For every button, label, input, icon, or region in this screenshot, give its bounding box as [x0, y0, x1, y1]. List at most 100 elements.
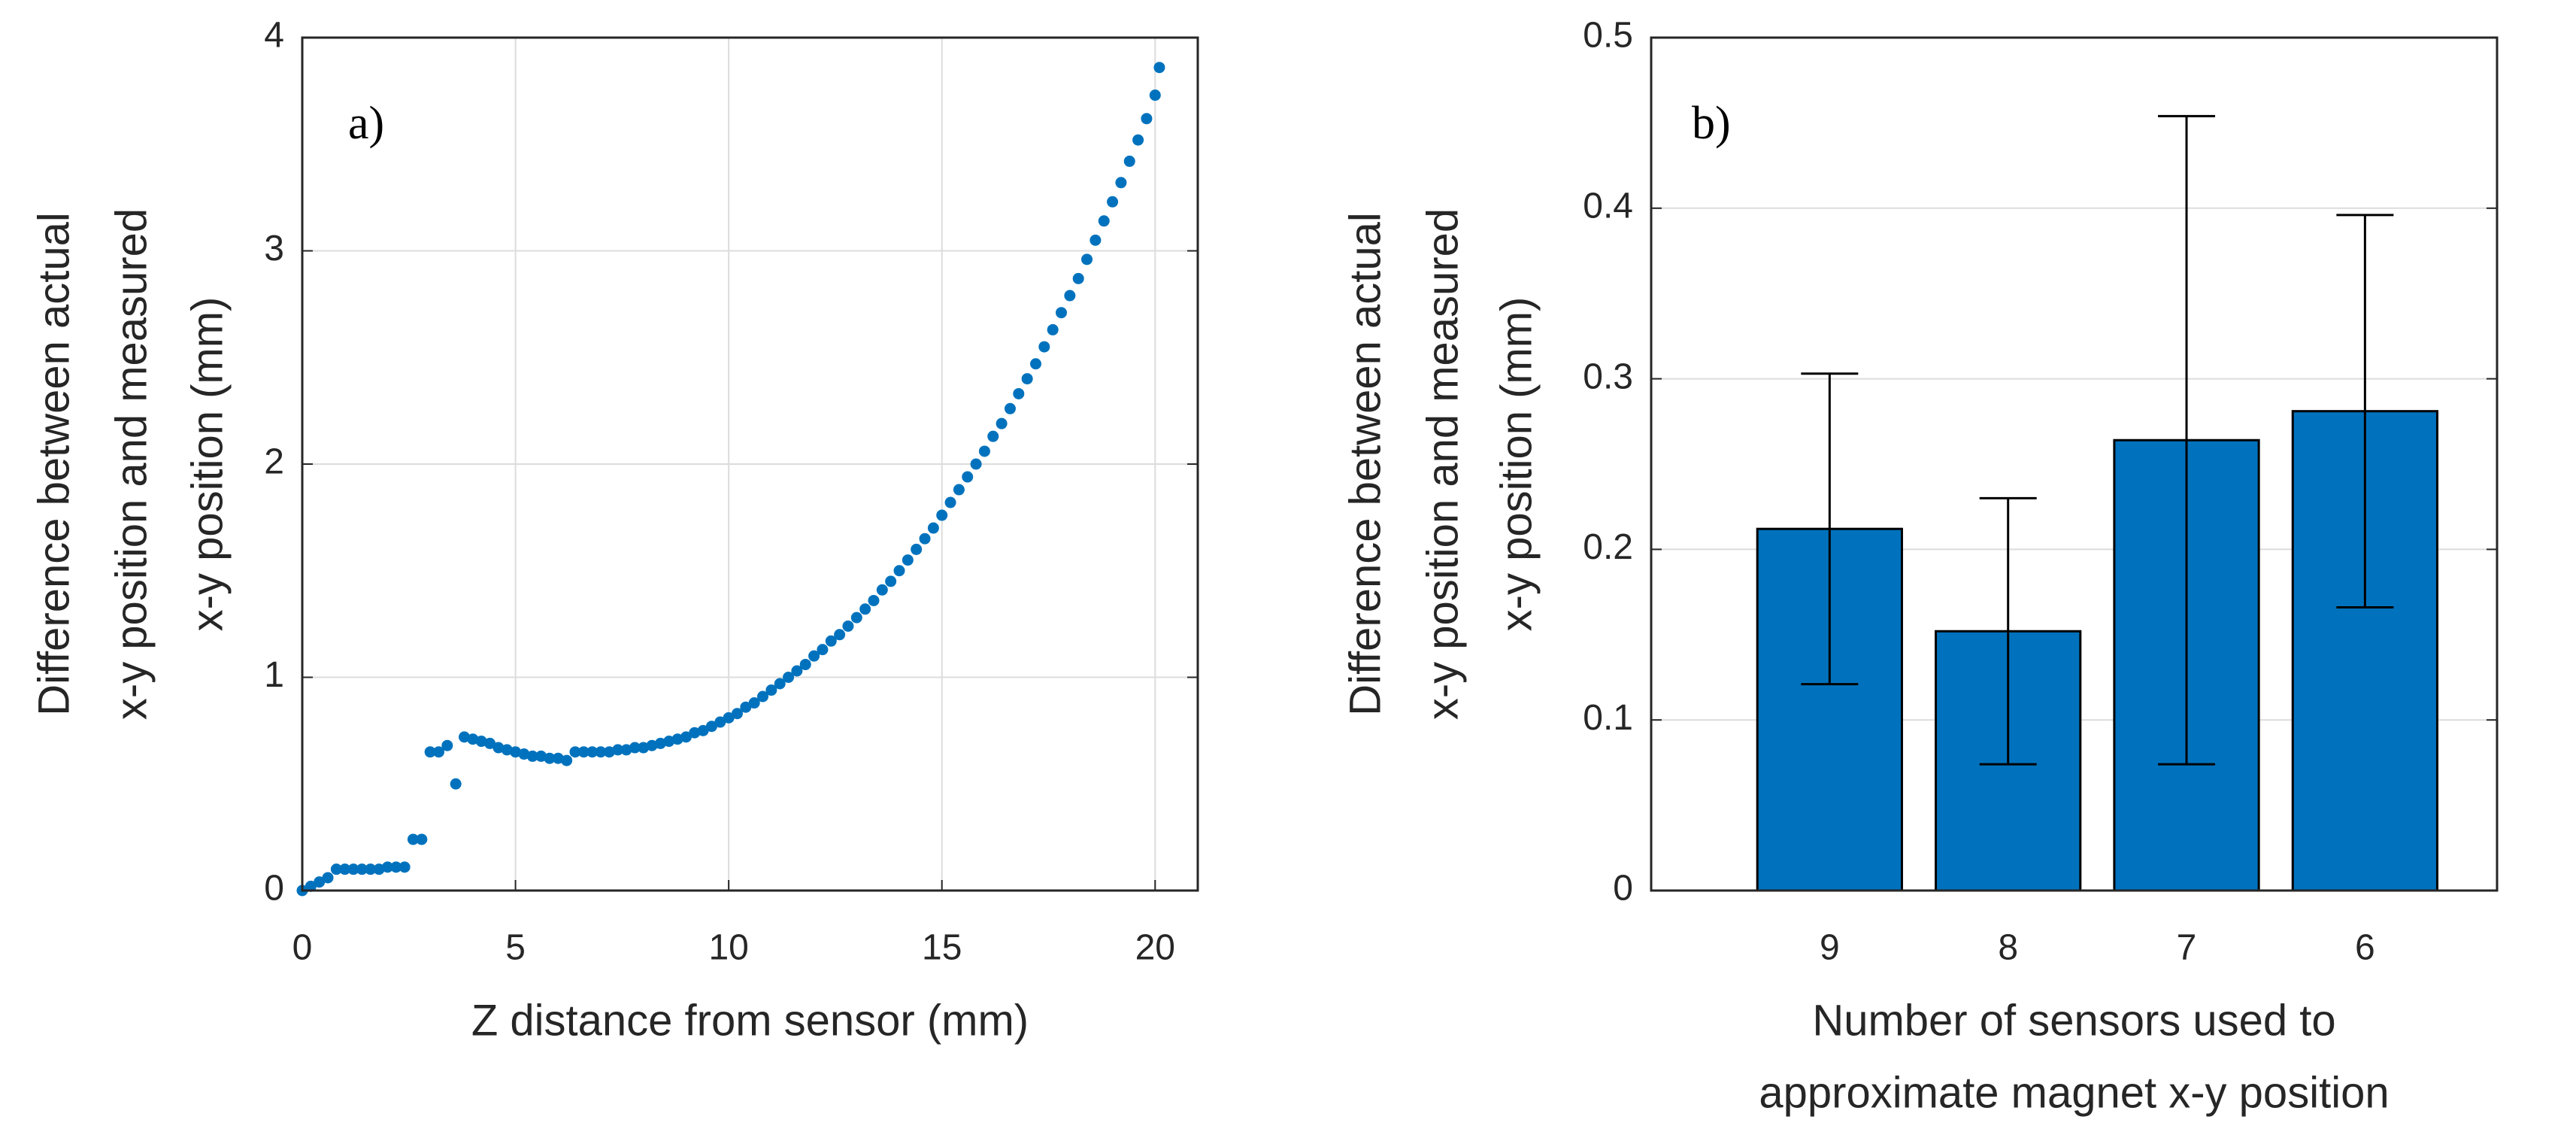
- point: [1132, 134, 1144, 146]
- point: [569, 746, 581, 758]
- point: [399, 861, 411, 873]
- point: [868, 594, 880, 606]
- point: [305, 880, 317, 892]
- point: [962, 471, 974, 483]
- point: [671, 733, 683, 745]
- y-tick-label: 4: [264, 16, 284, 56]
- point: [373, 863, 385, 875]
- point: [407, 833, 419, 845]
- point: [330, 863, 342, 875]
- x-tick-label: 0: [292, 928, 313, 968]
- point: [1056, 307, 1068, 319]
- point: [638, 742, 650, 754]
- point: [765, 684, 777, 696]
- point: [953, 484, 965, 496]
- point: [817, 644, 829, 656]
- y-axis-label: x-y position (mm): [183, 297, 232, 632]
- x-axis-label: approximate magnet x-y position: [1759, 1068, 2389, 1117]
- point: [705, 721, 717, 733]
- point: [783, 672, 795, 683]
- point: [467, 733, 479, 745]
- point: [1013, 387, 1025, 399]
- point: [416, 833, 428, 845]
- point: [970, 458, 982, 470]
- point: [978, 445, 990, 457]
- point: [492, 742, 505, 754]
- y-axis-label: x-y position and measured: [107, 208, 156, 720]
- point: [919, 533, 931, 545]
- point: [586, 746, 599, 758]
- y-axis-label: Difference between actual: [1341, 212, 1390, 716]
- panel-label: b): [1692, 98, 1731, 149]
- point: [595, 746, 607, 758]
- x-tick-label: 5: [505, 928, 526, 968]
- point: [1123, 155, 1135, 167]
- y-axis-label: x-y position and measured: [1418, 208, 1467, 720]
- point: [424, 746, 436, 758]
- point: [757, 690, 769, 703]
- x-axis-label: Z distance from sensor (mm): [471, 996, 1029, 1045]
- point: [825, 635, 837, 647]
- point: [1098, 215, 1110, 227]
- point: [1064, 290, 1076, 302]
- point: [612, 744, 624, 756]
- point: [834, 629, 846, 641]
- y-tick-label: 0: [1613, 869, 1633, 909]
- point: [944, 496, 956, 508]
- point: [450, 778, 462, 790]
- point: [484, 737, 496, 749]
- point: [799, 658, 811, 670]
- point: [646, 739, 658, 751]
- x-axis-label: Number of sensors used to: [1812, 996, 2335, 1045]
- point: [381, 861, 393, 873]
- point: [501, 744, 513, 756]
- point: [774, 678, 786, 690]
- point: [339, 863, 351, 875]
- point: [441, 739, 453, 751]
- point: [1153, 62, 1165, 74]
- x-tick-label: 8: [1998, 928, 2018, 968]
- point: [1081, 253, 1093, 266]
- y-axis-label: Difference between actual: [29, 212, 78, 716]
- point: [459, 731, 471, 743]
- point: [475, 736, 487, 748]
- point: [859, 603, 871, 615]
- point: [885, 575, 897, 587]
- point: [740, 701, 752, 713]
- point: [654, 737, 666, 749]
- point: [723, 712, 735, 724]
- point: [876, 584, 888, 596]
- point: [1115, 177, 1127, 189]
- x-tick-label: 10: [708, 928, 748, 968]
- point: [629, 742, 641, 754]
- point: [314, 876, 326, 888]
- point: [535, 750, 547, 762]
- point: [347, 863, 359, 875]
- point: [808, 650, 820, 662]
- point: [902, 554, 914, 566]
- point: [996, 417, 1008, 429]
- point: [663, 736, 675, 748]
- x-tick-label: 9: [1820, 928, 1840, 968]
- y-axis-label: x-y position (mm): [1492, 297, 1541, 632]
- point: [518, 748, 530, 760]
- y-tick-label: 2: [264, 442, 284, 482]
- point: [432, 746, 444, 758]
- x-tick-label: 20: [1135, 928, 1175, 968]
- point: [390, 861, 402, 873]
- point: [697, 724, 709, 736]
- point: [603, 746, 615, 758]
- point: [714, 716, 726, 728]
- point: [936, 509, 948, 521]
- point: [356, 863, 368, 875]
- point: [1089, 234, 1102, 246]
- y-tick-label: 0.3: [1583, 357, 1633, 396]
- point: [680, 731, 692, 743]
- point: [620, 744, 632, 756]
- point: [544, 752, 556, 764]
- x-tick-label: 7: [2177, 928, 2197, 968]
- y-tick-label: 0: [264, 869, 284, 909]
- bar: [2291, 410, 2438, 892]
- point: [842, 620, 854, 632]
